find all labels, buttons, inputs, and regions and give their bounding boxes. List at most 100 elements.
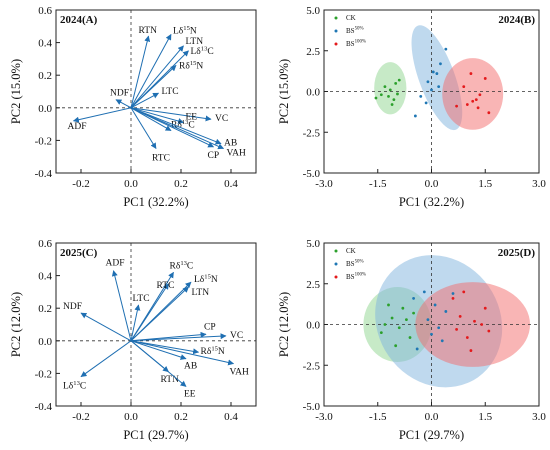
point-BS50% (437, 326, 441, 330)
loading-arrow (130, 107, 157, 150)
loading-arrow (130, 107, 222, 145)
loading-arrow (130, 283, 169, 342)
point-BS50% (451, 292, 455, 295)
y-tick-label: -0.2 (35, 368, 52, 380)
panel-C: -0.2 0.0 0.2 0.4 -0.4 -0.2 0.0 0.2 0.4 0.6 PC1 (29… (9, 238, 257, 442)
point-BS50% (433, 303, 437, 307)
confidence-ellipses (374, 25, 504, 131)
point-BS100% (483, 306, 487, 310)
x-tick-label: -0.2 (72, 178, 89, 190)
x-tick-label: 3.0 (532, 178, 546, 190)
point-BS50% (422, 290, 426, 294)
x-tick-label: 0.0 (425, 178, 439, 190)
loading-arrow (130, 33, 172, 109)
plot-frame (55, 9, 257, 174)
panel-label: 2024(B) (498, 14, 535, 26)
loading-vectors: ADF NDF LTC Rδ13C RTC Lδ15N LTN CP VC Rδ15N AB VAH R… (63, 259, 249, 400)
loading-label: Rδ15N (179, 60, 203, 72)
legend: CK BS50% BS100% (334, 14, 366, 48)
point-BS100% (462, 85, 466, 89)
plot-frame (55, 242, 257, 407)
loading-arrow (130, 340, 187, 387)
loading-arrow (115, 99, 132, 109)
loading-arrow (130, 340, 200, 355)
y-tick-label: 0.4 (38, 38, 52, 50)
loading-arrow (80, 312, 132, 342)
point-CK (388, 88, 392, 92)
y-axis-title: PC2 (12.0%) (9, 292, 23, 357)
point-CK (405, 318, 408, 322)
x-axis-title: PC1 (32.2%) (123, 195, 188, 209)
point-BS100% (465, 103, 469, 106)
legend-marker (334, 275, 338, 279)
x-tick-label: 0.4 (224, 411, 238, 423)
loading-label: AB (184, 362, 197, 372)
point-BS100% (469, 72, 473, 75)
loading-arrow (130, 65, 177, 109)
loading-arrow (130, 286, 189, 342)
loading-label: Rδ15N (201, 346, 225, 358)
x-axis-title: PC1 (29.7%) (399, 428, 464, 442)
loading-arrow (130, 35, 151, 108)
point-BS50% (435, 72, 439, 75)
x-axis-title: PC1 (32.2%) (399, 195, 464, 209)
loading-arrow (130, 107, 215, 148)
point-BS100% (462, 290, 466, 294)
point-CK (383, 323, 387, 326)
loading-label: VAH (230, 368, 249, 378)
point-BS100% (487, 329, 491, 333)
point-BS50% (426, 318, 430, 322)
y-axis-title: PC2 (15.0%) (277, 59, 291, 124)
point-CK (387, 303, 390, 307)
y-tick-label: -0.4 (35, 168, 53, 180)
point-BS50% (439, 62, 442, 66)
loading-label: RTN (161, 375, 180, 385)
loading-arrow (130, 340, 187, 360)
loading-label: LTC (162, 87, 179, 97)
y-tick-label: 0.6 (38, 5, 52, 17)
point-CK (374, 96, 378, 100)
loading-arrow (130, 107, 185, 124)
legend-label: BS50% (346, 27, 364, 36)
loading-label: RTC (152, 154, 170, 164)
point-BS100% (487, 111, 491, 115)
point-CK (401, 306, 405, 310)
legend-marker (334, 249, 338, 253)
loading-arrow (130, 333, 227, 342)
y-tick-label: 5.0 (306, 5, 320, 17)
panel-label: 2025(D) (498, 247, 536, 259)
point-BS50% (412, 297, 415, 300)
y-tick-label: 5.0 (306, 238, 320, 250)
y-tick-label: 0.6 (38, 238, 52, 250)
loading-label: NDF (110, 89, 129, 99)
loading-label: NDF (63, 302, 82, 312)
legend-label: CK (346, 247, 356, 255)
x-tick-label: 1.5 (478, 178, 492, 190)
panel-label: 2025(C) (60, 247, 98, 259)
y-tick-label: 0.4 (38, 271, 52, 283)
loading-arrow (130, 107, 172, 132)
y-axis-title: PC2 (15.0%) (9, 59, 23, 124)
point-CK (379, 93, 383, 97)
point-BS50% (431, 70, 435, 74)
loading-label: RTN (139, 26, 158, 36)
ellipse-BS100% (415, 282, 531, 367)
loading-label: Lδ15N (194, 274, 218, 286)
y-tick-label: -2.5 (303, 127, 321, 139)
loading-label: CP (204, 322, 216, 332)
y-tick-label: 0.2 (38, 70, 52, 82)
loading-label: Lδ13C (191, 45, 214, 57)
loading-label: RTC (157, 281, 175, 291)
point-BS100% (471, 99, 475, 103)
y-tick-label: 0.0 (38, 103, 52, 115)
legend-marker (334, 29, 338, 33)
point-CK (412, 311, 415, 315)
y-axis-title: PC2 (12.0%) (277, 292, 291, 357)
loading-vectors: RTNLδ15NLTNLδ13CRδ15NLTCNDFADFVCEERδ13CA… (68, 25, 246, 164)
panel-B: -3.0 -1.5 0.0 1.5 3.0 -5.0 -2.5 0.0 2.5 5.0 PC1 (3… (277, 5, 546, 209)
point-BS50% (419, 94, 423, 98)
x-axis-title: PC1 (29.7%) (123, 428, 188, 442)
loading-arrow (130, 340, 235, 366)
point-BS50% (444, 310, 448, 313)
loading-label: LTN (186, 37, 204, 47)
